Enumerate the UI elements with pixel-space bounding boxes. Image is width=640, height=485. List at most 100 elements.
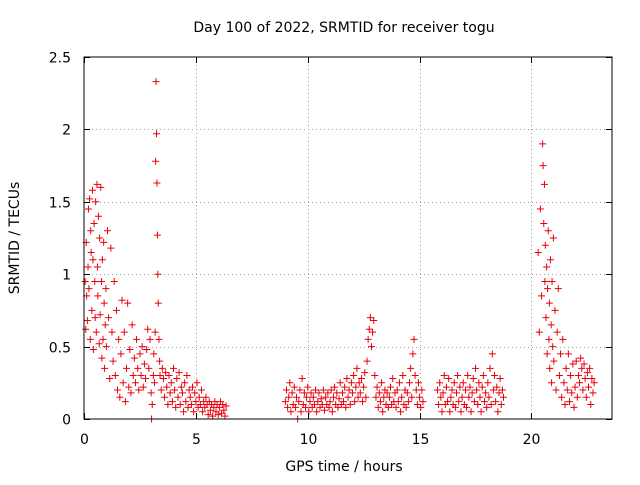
data-point [379,408,387,416]
data-point [313,408,321,416]
data-point [417,403,425,411]
data-point [560,379,568,387]
data-point [550,357,558,365]
data-point [461,386,469,394]
data-point [156,372,164,380]
data-point [478,383,486,391]
data-point [285,393,293,401]
data-point [158,364,166,372]
data-point [356,389,364,397]
data-point [387,383,395,391]
data-point [495,389,503,397]
data-point [399,372,407,380]
data-point [373,383,381,391]
data-point [135,386,143,394]
data-point [154,299,162,307]
data-point [177,383,185,391]
data-point [284,403,292,411]
x-tick-label: 5 [192,432,201,448]
data-point [89,256,97,264]
data-point [220,406,228,414]
data-point [458,393,466,401]
data-point [374,403,382,411]
data-point [480,398,488,406]
data-point [298,374,306,382]
data-point [138,343,146,351]
data-point [453,389,461,397]
data-point [90,220,98,228]
data-point [222,402,230,410]
data-point [94,292,102,300]
data-point [569,360,577,368]
data-point [483,403,491,411]
data-point [369,328,377,336]
data-point [315,389,323,397]
data-point [572,357,580,365]
data-point [543,263,551,271]
grid-lines [84,57,612,419]
data-point [352,383,360,391]
data-point [124,299,132,307]
data-point [281,398,289,406]
data-point [206,406,214,414]
data-point [466,383,474,391]
data-point [451,403,459,411]
data-point [171,386,179,394]
data-point [150,379,158,387]
data-point [540,180,548,188]
data-point [541,241,549,249]
data-point [561,401,569,409]
data-point [351,398,359,406]
data-point [547,321,555,329]
data-point [365,325,373,333]
data-point [328,408,336,416]
data-point [89,345,97,353]
data-point [555,372,563,380]
data-point [419,398,427,406]
data-point [199,408,207,416]
data-point [350,372,358,380]
data-point [321,406,329,414]
data-point [117,350,125,358]
data-point [378,379,386,387]
data-point [314,398,322,406]
data-point [589,389,597,397]
data-point [288,389,296,397]
data-point [371,372,379,380]
data-point [416,393,424,401]
data-point [395,379,403,387]
data-point [463,403,471,411]
data-point [580,360,588,368]
data-point [307,389,315,397]
data-point [465,393,473,401]
data-point [87,227,95,235]
data-point [573,393,581,401]
data-point [191,389,199,397]
data-point [300,389,308,397]
data-point [297,408,305,416]
data-point [147,389,155,397]
data-point [83,317,91,325]
data-point [166,389,174,397]
data-point [127,389,135,397]
data-point [548,379,556,387]
data-point [202,393,210,401]
data-point [92,198,100,206]
data-point [144,325,152,333]
data-point [187,401,195,409]
data-point [139,383,147,391]
data-point [322,393,330,401]
data-point [140,360,148,368]
data-point [404,398,412,406]
data-point [95,340,103,348]
data-point [376,398,384,406]
axis-tick-labels: 0 5 10 15 20 0 0.5 1 1.5 2 2.5 [49,51,541,449]
data-point [414,379,422,387]
data-point [497,401,505,409]
data-point [582,393,590,401]
data-point [554,285,562,293]
data-point [97,183,105,191]
data-point [214,411,222,419]
data-point [450,379,458,387]
